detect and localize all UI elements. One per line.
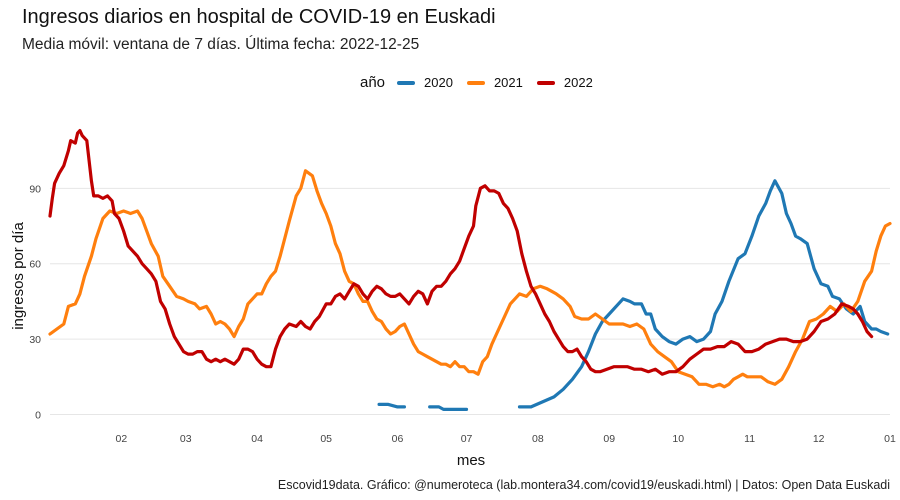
x-tick-label: 10: [672, 433, 684, 445]
series-line-2020: [517, 179, 890, 409]
chart-caption: Escovid19data. Gráfico: @numeroteca (lab…: [277, 478, 890, 492]
legend-swatch-2022: [536, 80, 555, 85]
grid: [50, 187, 890, 415]
legend: año 2020 2021 2022: [360, 74, 607, 91]
series-line-2020: [428, 405, 469, 411]
y-tick-label: 90: [29, 183, 41, 195]
x-axis-title: mes: [457, 452, 485, 469]
legend-swatch-2021: [466, 80, 485, 85]
series-lines: [48, 129, 892, 411]
x-tick-label: 05: [320, 433, 332, 445]
x-tick-label: 09: [603, 433, 615, 445]
y-tick-label: 30: [29, 334, 41, 346]
x-tick-label: 01: [884, 433, 896, 445]
series-2020: [377, 179, 890, 411]
y-axis-ticks: 0 30 60 90: [29, 183, 41, 421]
y-axis-title: ingresos por día: [10, 222, 27, 330]
x-tick-label: 06: [392, 433, 404, 445]
x-tick-label: 08: [532, 433, 544, 445]
y-tick-label: 0: [35, 409, 41, 421]
x-tick-label: 04: [251, 433, 263, 445]
legend-title: año: [360, 74, 386, 91]
legend-item-2020: 2020: [397, 75, 453, 90]
x-axis-ticks: 02 03 04 05 06 07 08 09 10 11 12 01: [115, 433, 895, 445]
series-line-2020: [377, 402, 406, 409]
x-tick-label: 03: [180, 433, 192, 445]
legend-label-2022: 2022: [563, 75, 593, 90]
legend-item-2022: 2022: [536, 75, 593, 90]
chart-subtitle: Media móvil: ventana de 7 días. Última f…: [22, 36, 420, 53]
x-tick-label: 11: [744, 433, 755, 445]
legend-label-2020: 2020: [424, 75, 453, 90]
legend-item-2021: 2021: [466, 75, 523, 90]
chart-title: Ingresos diarios en hospital de COVID-19…: [22, 6, 496, 28]
series-2021: [48, 169, 892, 389]
legend-swatch-2020: [397, 80, 416, 85]
series-2022: [48, 129, 874, 376]
x-tick-label: 07: [461, 433, 473, 445]
legend-label-2021: 2021: [493, 75, 523, 90]
series-line-2021: [48, 169, 892, 389]
series-line-2022: [48, 129, 874, 376]
x-tick-label: 12: [813, 433, 825, 445]
x-tick-label: 02: [115, 433, 127, 445]
y-tick-label: 60: [29, 259, 41, 271]
